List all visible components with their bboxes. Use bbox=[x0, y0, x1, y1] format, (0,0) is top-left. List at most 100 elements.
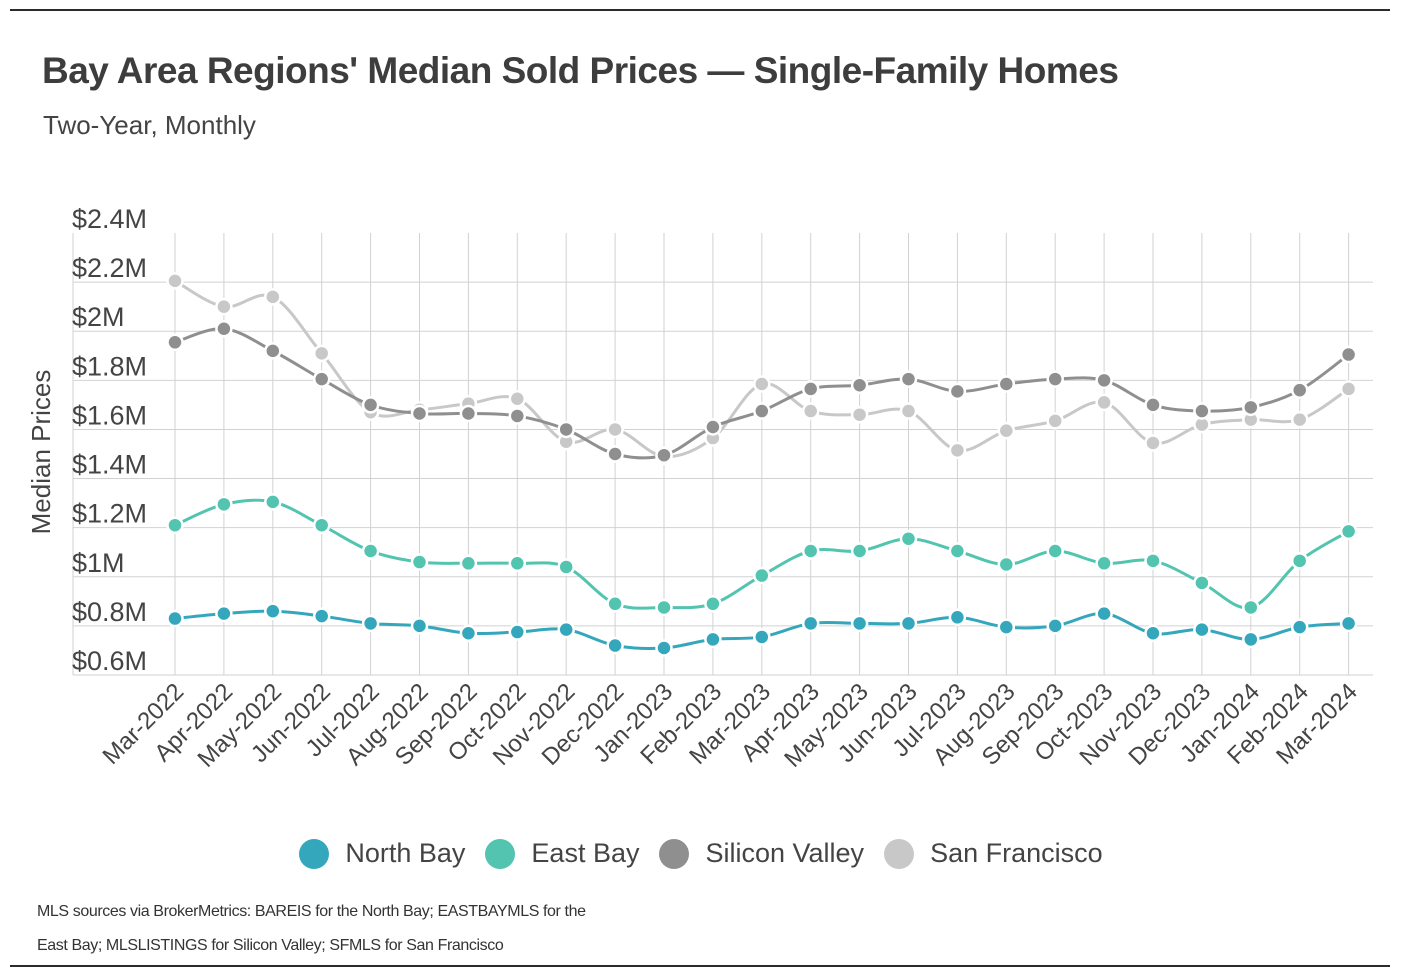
silicon-valley-point bbox=[1144, 396, 1162, 414]
y-axis-label: Median Prices bbox=[26, 370, 56, 535]
san-francisco-point bbox=[312, 344, 331, 363]
y-tick-label: $1.4M bbox=[72, 450, 147, 480]
east-bay-point bbox=[1046, 542, 1064, 560]
legend-label: North Bay bbox=[345, 838, 466, 868]
chart-title: Bay Area Regions' Median Sold Prices — S… bbox=[42, 50, 1119, 91]
north-bay-point bbox=[312, 607, 331, 625]
north-bay-point bbox=[948, 608, 967, 627]
silicon-valley-point bbox=[899, 370, 918, 388]
y-tick-label: $1M bbox=[72, 548, 125, 578]
north-bay-point bbox=[361, 614, 380, 633]
y-tick-label: $2M bbox=[72, 302, 125, 332]
north-bay-point bbox=[1242, 630, 1260, 649]
east-bay-point bbox=[948, 542, 967, 560]
silicon-valley-point bbox=[1095, 371, 1113, 390]
east-bay-point bbox=[753, 566, 771, 585]
north-bay-point bbox=[1095, 604, 1113, 623]
north-bay-point bbox=[899, 614, 918, 633]
east-bay-point bbox=[997, 555, 1016, 574]
silicon-valley-point bbox=[997, 375, 1016, 393]
north-bay-point bbox=[753, 628, 771, 646]
y-tick-label: $1.8M bbox=[72, 351, 147, 381]
east-bay-point bbox=[606, 595, 624, 613]
north-bay-point bbox=[215, 604, 233, 623]
y-tick-label: $0.8M bbox=[72, 597, 147, 627]
east-bay-point bbox=[410, 553, 429, 571]
san-francisco-point bbox=[1290, 410, 1309, 429]
silicon-valley-point bbox=[410, 404, 429, 423]
source-note: MLS sources via BrokerMetrics: BAREIS fo… bbox=[37, 903, 586, 954]
north-bay-point bbox=[850, 614, 869, 633]
silicon-valley-point bbox=[1193, 402, 1211, 420]
legend-item-silicon-valley: Silicon Valley bbox=[659, 838, 864, 869]
silicon-valley-point bbox=[312, 370, 331, 388]
san-francisco-point bbox=[1095, 393, 1113, 412]
legend-swatch bbox=[659, 838, 690, 869]
san-francisco-point bbox=[1339, 380, 1358, 398]
silicon-valley-point bbox=[215, 320, 233, 338]
silicon-valley-point bbox=[753, 402, 771, 420]
legend-item-east-bay: East Bay bbox=[485, 838, 639, 869]
san-francisco-point bbox=[899, 402, 918, 420]
north-bay-point bbox=[1193, 620, 1211, 639]
y-axis-tick-labels: $0.6M $0.8M $1M $1.2M $1.4M $1.6M $1.8M $2M $2.2… bbox=[72, 204, 147, 676]
north-bay-point bbox=[704, 630, 722, 649]
silicon-valley-point bbox=[557, 420, 575, 439]
grid-lines bbox=[72, 233, 1373, 676]
north-bay-point bbox=[410, 617, 429, 635]
legend-item-north-bay: North Bay bbox=[299, 838, 465, 869]
y-tick-label: $1.2M bbox=[72, 499, 147, 529]
north-bay-point bbox=[508, 623, 527, 641]
series-points bbox=[166, 272, 1358, 657]
san-francisco-point bbox=[166, 272, 184, 290]
silicon-valley-point bbox=[606, 445, 624, 463]
silicon-valley-point bbox=[1339, 345, 1358, 364]
north-bay-point bbox=[1339, 614, 1358, 633]
silicon-valley-point bbox=[459, 404, 478, 423]
silicon-valley-point bbox=[264, 342, 282, 360]
north-bay-point bbox=[997, 618, 1016, 636]
east-bay-point bbox=[361, 542, 380, 560]
silicon-valley-point bbox=[850, 376, 869, 394]
bottom-rule bbox=[10, 965, 1390, 967]
san-francisco-point bbox=[606, 420, 624, 439]
line-chart: $0.6M $0.8M $1M $1.2M $1.4M $1.6M $1.8M $2M $2.2… bbox=[26, 204, 1373, 773]
top-rule bbox=[10, 9, 1390, 11]
y-tick-label: $1.6M bbox=[72, 400, 147, 430]
san-francisco-point bbox=[948, 441, 967, 460]
east-bay-point bbox=[899, 529, 918, 548]
silicon-valley-point bbox=[1242, 398, 1260, 417]
north-bay-point bbox=[1144, 624, 1162, 643]
y-tick-label: $2.4M bbox=[72, 204, 147, 234]
east-bay-point bbox=[215, 495, 233, 514]
silicon-valley-point bbox=[948, 382, 967, 401]
san-francisco-point bbox=[1046, 412, 1064, 430]
east-bay-point bbox=[655, 598, 673, 617]
east-bay-point bbox=[312, 516, 331, 534]
san-francisco-point bbox=[801, 402, 820, 420]
east-bay-point bbox=[1242, 598, 1260, 617]
north-bay-point bbox=[655, 639, 673, 657]
east-bay-point bbox=[264, 493, 282, 511]
san-francisco-point bbox=[850, 405, 869, 424]
silicon-valley-point bbox=[704, 418, 722, 436]
north-bay-point bbox=[166, 609, 184, 628]
north-bay-point bbox=[557, 620, 575, 639]
east-bay-point bbox=[557, 558, 575, 576]
east-bay-point bbox=[1193, 574, 1211, 592]
east-bay-point bbox=[1095, 554, 1113, 573]
san-francisco-point bbox=[753, 375, 771, 393]
legend-label: Silicon Valley bbox=[705, 838, 865, 868]
legend-swatch bbox=[485, 838, 516, 869]
legend-swatch bbox=[884, 838, 915, 869]
legend-label: East Bay bbox=[531, 838, 640, 868]
silicon-valley-point bbox=[508, 407, 527, 425]
silicon-valley-point bbox=[361, 396, 380, 414]
san-francisco-point bbox=[264, 288, 282, 306]
chart-legend: North Bay East Bay Silicon Valley San Franc… bbox=[0, 838, 1402, 869]
legend-label: San Francisco bbox=[930, 838, 1103, 868]
silicon-valley-point bbox=[801, 380, 820, 398]
silicon-valley-point bbox=[655, 446, 673, 464]
east-bay-point bbox=[1144, 552, 1162, 570]
east-bay-point bbox=[166, 516, 184, 534]
